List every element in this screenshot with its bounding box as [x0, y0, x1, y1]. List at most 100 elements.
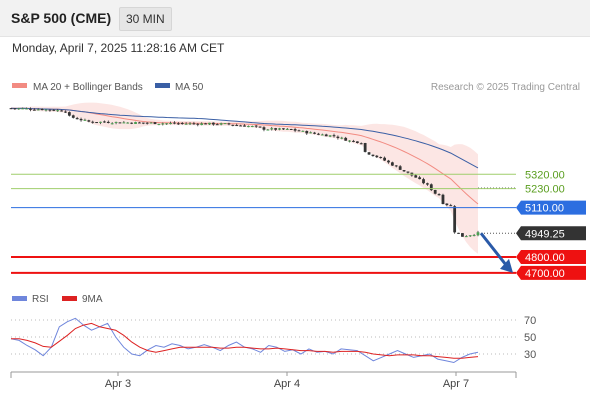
candle-body — [363, 143, 367, 152]
candle-body — [110, 123, 114, 125]
candle-body — [289, 128, 293, 130]
candle-body — [390, 162, 394, 166]
candle-body — [379, 157, 383, 159]
level-label-5230.00: 5230.00 — [525, 184, 565, 196]
candle-body — [254, 125, 258, 127]
candle-body — [56, 110, 60, 112]
level-label-5110.00: 5110.00 — [525, 203, 564, 215]
candle-body — [99, 121, 102, 123]
candle-body — [453, 206, 457, 233]
candle-body — [204, 123, 207, 125]
candle-body — [75, 118, 79, 120]
candle-body — [208, 122, 211, 125]
candle-body — [274, 128, 278, 130]
candle-body — [437, 194, 441, 196]
ma50-legend-swatch — [155, 83, 170, 88]
candle-body — [215, 124, 219, 126]
candle-body — [324, 134, 328, 137]
candle-body — [398, 166, 402, 170]
timeframe-button[interactable]: 30 MIN — [119, 7, 172, 31]
candle-body — [246, 126, 250, 128]
candle-body — [243, 125, 246, 127]
rsi-legend-label: RSI — [32, 294, 49, 305]
candle-body — [355, 141, 359, 144]
candle-body — [282, 128, 285, 130]
x-tick-label: Apr 7 — [443, 378, 469, 390]
candle-body — [328, 135, 332, 137]
candle-body — [25, 108, 28, 110]
candle-body — [40, 108, 44, 111]
rsi-ma-line — [11, 322, 479, 359]
candle-body — [457, 232, 460, 234]
candle-body — [153, 122, 157, 125]
ma50-line — [10, 107, 479, 169]
candle-body — [126, 122, 130, 124]
candle-body — [227, 123, 231, 125]
candle-body — [106, 121, 110, 123]
candle-body — [165, 123, 169, 125]
level-label-5320.00: 5320.00 — [525, 169, 565, 181]
candle-body — [387, 160, 390, 163]
candle-body — [305, 130, 309, 134]
rsi-ma-legend-swatch — [62, 296, 77, 301]
candle-body — [87, 120, 91, 122]
candle-body — [21, 108, 25, 110]
candle-body — [29, 108, 32, 110]
candle-body — [67, 112, 71, 116]
candle-body — [464, 236, 468, 238]
candle-body — [180, 123, 184, 125]
candle-body — [426, 183, 429, 185]
candle-body — [103, 121, 106, 123]
candle-body — [402, 170, 406, 172]
ma20-legend-label: MA 20 + Bollinger Bands — [33, 82, 143, 93]
candle-body — [9, 108, 13, 110]
instrument-title: S&P 500 (CME) — [11, 10, 112, 26]
candle-body — [44, 109, 48, 111]
candle-body — [250, 126, 254, 128]
candle-body — [118, 122, 122, 124]
candle-body — [359, 143, 363, 145]
ma50-legend-label: MA 50 — [175, 82, 204, 93]
candle-body — [317, 133, 320, 135]
candle-body — [285, 128, 289, 130]
candle-body — [309, 132, 313, 134]
level-tag-4800.00 — [516, 250, 586, 264]
candle-body — [48, 109, 52, 111]
rsi-tick-70: 70 — [524, 315, 536, 327]
candle-body — [83, 119, 87, 121]
candle-body — [375, 155, 379, 158]
candle-body — [262, 127, 266, 130]
candle-body — [141, 122, 145, 124]
level-label-4800.00: 4800.00 — [525, 252, 565, 264]
x-tick-label: Apr 4 — [274, 378, 300, 390]
candle-body — [157, 123, 161, 125]
rsi-line — [10, 317, 479, 364]
candle-body — [149, 122, 153, 124]
candle-body — [176, 123, 180, 125]
ma20-legend-swatch — [12, 83, 27, 88]
candle-body — [414, 175, 418, 178]
candle-body — [336, 136, 340, 139]
x-axis-ticks: Apr 3 Apr 4 Apr 7 — [105, 372, 469, 390]
rsi-ma-legend-label: 9MA — [82, 294, 103, 305]
price-panel: 5320.00 5230.00 5110.00 4800.00 4700.00 4949.… — [9, 102, 586, 280]
level-tag-4700.00 — [516, 265, 586, 280]
candle-body — [320, 134, 324, 136]
candle-body — [433, 189, 437, 194]
candle-body — [134, 122, 137, 124]
candle-body — [332, 135, 336, 137]
candle-body — [394, 165, 398, 167]
candle-body — [130, 122, 134, 124]
candle-body — [367, 152, 371, 155]
candle-body — [301, 130, 305, 132]
candle-body — [95, 122, 99, 124]
candle-body — [114, 121, 118, 123]
candle-body — [91, 121, 95, 123]
candle-body — [219, 123, 223, 125]
candle-body — [340, 137, 344, 139]
candle-body — [476, 232, 480, 236]
candle-body — [200, 123, 204, 126]
candle-body — [235, 125, 239, 127]
candle-body — [211, 122, 215, 125]
